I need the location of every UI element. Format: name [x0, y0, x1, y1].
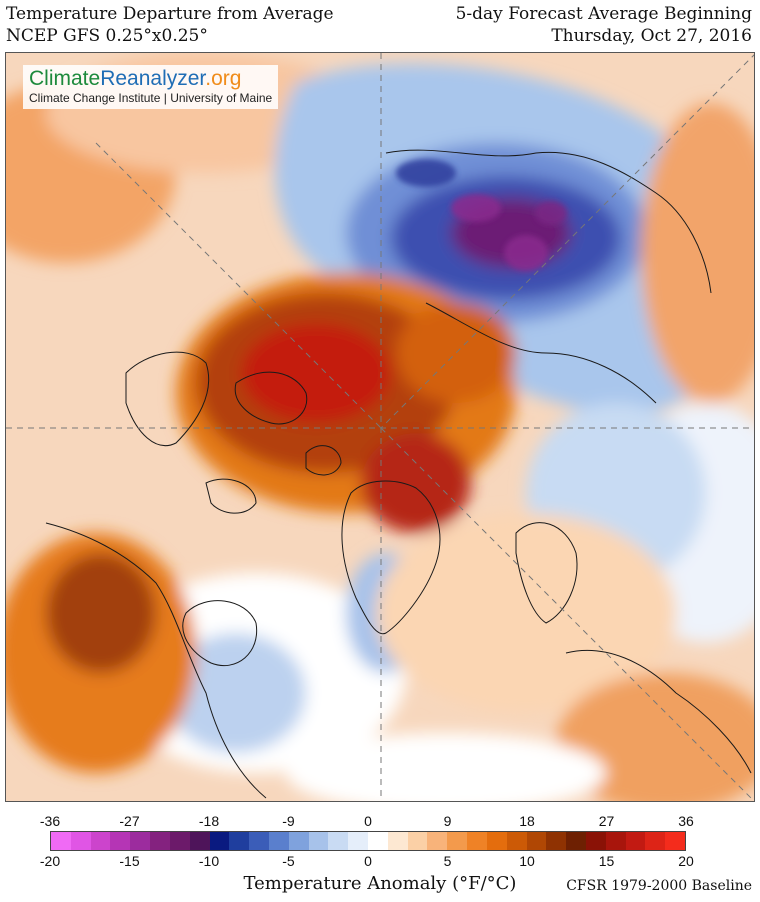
celsius-tick-label: -15 — [119, 853, 140, 869]
color-swatch — [486, 832, 507, 850]
color-swatch — [605, 832, 626, 850]
celsius-tick-label: 5 — [443, 853, 452, 869]
color-swatch — [625, 832, 646, 850]
color-swatch — [130, 832, 151, 850]
color-swatch — [51, 832, 71, 850]
fahrenheit-tick-label: 9 — [443, 813, 452, 829]
title-line-2: NCEP GFS 0.25°x0.25° — [6, 26, 208, 46]
color-swatch — [189, 832, 210, 850]
color-swatch — [308, 832, 329, 850]
brand-name-part-1: Climate — [29, 67, 101, 90]
fahrenheit-tick-label: 18 — [519, 813, 535, 829]
color-swatch — [566, 832, 586, 850]
color-swatch — [387, 832, 408, 850]
color-swatch — [348, 832, 368, 850]
color-scale-legend: -36 -27 -18 -9 0 9 18 27 36 -20 -15 -10 -5 0 5 10 15 20 … — [0, 805, 760, 902]
fahrenheit-tick-label: 27 — [598, 813, 615, 829]
celsius-tick-label: 20 — [678, 853, 694, 869]
forecast-date: Thursday, Oct 27, 2016 — [551, 26, 752, 46]
forecast-label: 5-day Forecast Average Beginning — [455, 4, 752, 24]
color-swatch — [268, 832, 289, 850]
color-swatch — [328, 832, 349, 850]
title-line-1: Temperature Departure from Average — [6, 4, 334, 24]
color-swatch — [427, 832, 448, 850]
color-swatch — [526, 832, 547, 850]
color-swatch — [229, 832, 250, 850]
color-swatch — [169, 832, 190, 850]
celsius-tick-label: 10 — [519, 853, 535, 869]
fahrenheit-tick-label: 0 — [364, 813, 372, 829]
color-swatch — [645, 832, 666, 850]
coastlines — [45, 149, 752, 799]
color-swatch — [407, 832, 428, 850]
brand-name-part-3: .org — [205, 67, 242, 90]
color-swatch — [506, 832, 527, 850]
celsius-tick-label: 15 — [598, 853, 615, 869]
fahrenheit-tick-label: -36 — [39, 813, 61, 829]
color-swatch — [467, 832, 487, 850]
fahrenheit-tick-label: 36 — [678, 813, 694, 829]
brand-subtitle: Climate Change Institute | University of… — [29, 91, 273, 105]
celsius-tick-label: -10 — [198, 853, 220, 869]
color-swatch — [90, 832, 111, 850]
polar-projection-map — [6, 53, 754, 801]
celsius-tick-label: -5 — [282, 853, 295, 869]
color-swatch — [150, 832, 170, 850]
colorbar-label: Temperature Anomaly (°F/°C) — [243, 873, 517, 894]
color-swatch — [546, 832, 567, 850]
fahrenheit-tick-label: -9 — [282, 813, 295, 829]
celsius-tick-label: 0 — [364, 853, 372, 869]
cold-core-detail — [396, 159, 567, 271]
greenland-outline — [341, 480, 441, 635]
color-swatch — [249, 832, 269, 850]
brand-name-part-2: Reanalyzer — [100, 67, 206, 90]
color-swatch — [665, 832, 685, 850]
color-swatch — [585, 832, 606, 850]
baseline-note: CFSR 1979-2000 Baseline — [566, 878, 752, 894]
fahrenheit-tick-label: -18 — [198, 813, 220, 829]
anomaly-map[interactable]: ClimateReanalyzer.org Climate Change Ins… — [5, 52, 755, 802]
color-swatch — [209, 832, 230, 850]
color-swatch — [447, 832, 468, 850]
graticule — [6, 53, 754, 801]
color-swatch — [288, 832, 309, 850]
fahrenheit-tick-label: -27 — [119, 813, 140, 829]
color-swatch — [368, 832, 388, 850]
color-swatch — [70, 832, 91, 850]
celsius-tick-label: -20 — [39, 853, 61, 869]
climate-reanalyzer-logo[interactable]: ClimateReanalyzer.org Climate Change Ins… — [23, 65, 279, 109]
color-swatch — [110, 832, 131, 850]
color-bar — [50, 831, 686, 851]
